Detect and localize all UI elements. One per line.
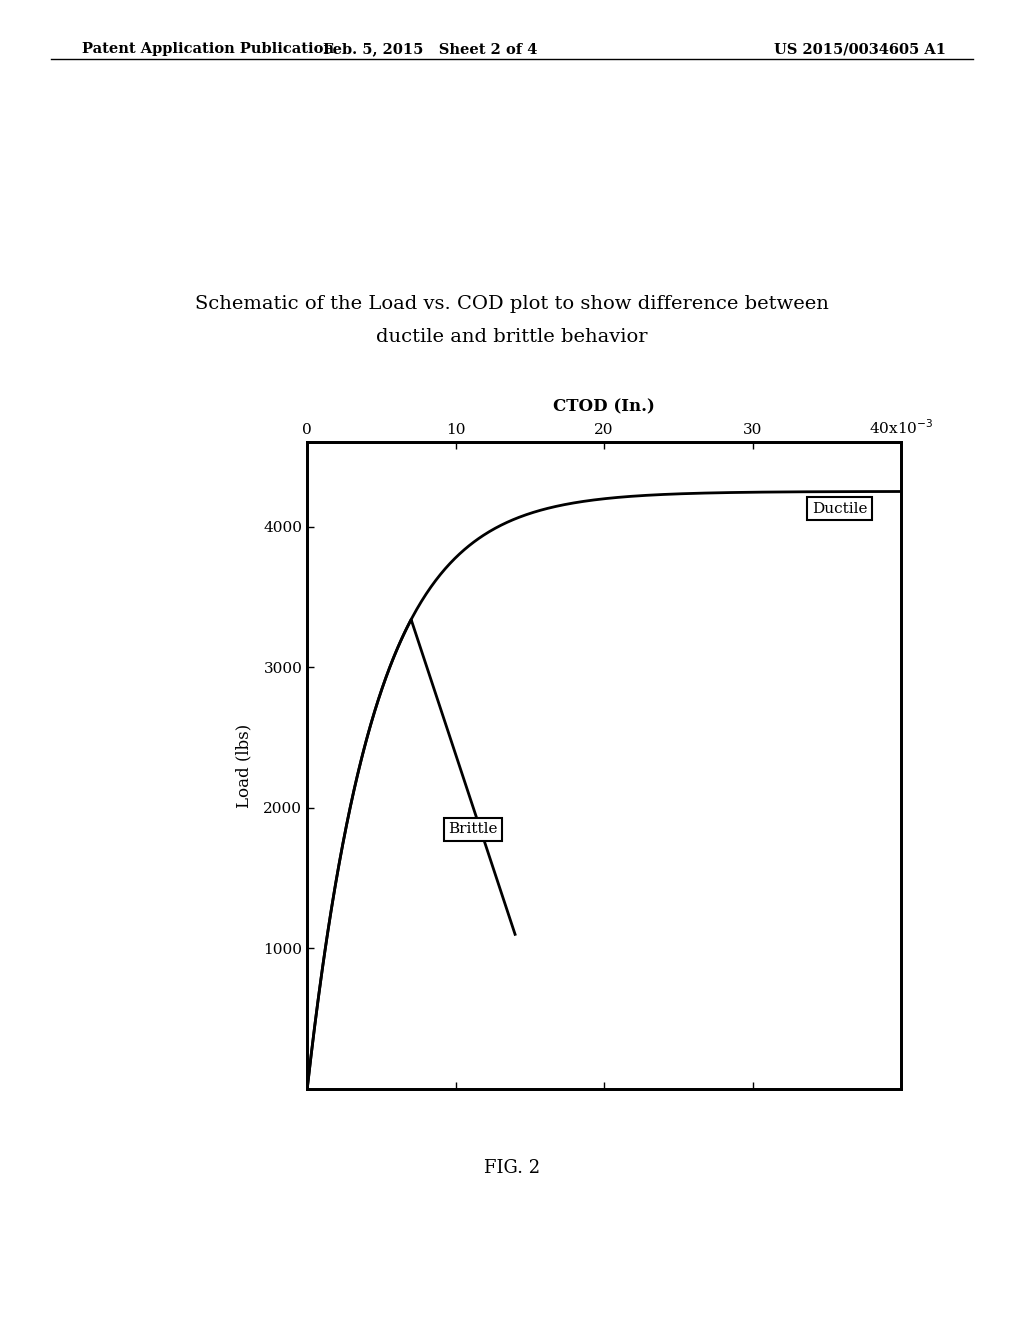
X-axis label: CTOD (In.): CTOD (In.) xyxy=(553,399,655,416)
Text: US 2015/0034605 A1: US 2015/0034605 A1 xyxy=(774,42,946,57)
Text: Ductile: Ductile xyxy=(812,502,867,516)
Text: Feb. 5, 2015   Sheet 2 of 4: Feb. 5, 2015 Sheet 2 of 4 xyxy=(323,42,538,57)
Y-axis label: Load (lbs): Load (lbs) xyxy=(236,723,252,808)
Text: Schematic of the Load vs. COD plot to show difference between: Schematic of the Load vs. COD plot to sh… xyxy=(195,294,829,313)
Text: FIG. 2: FIG. 2 xyxy=(484,1159,540,1177)
Text: Patent Application Publication: Patent Application Publication xyxy=(82,42,334,57)
Text: Brittle: Brittle xyxy=(449,822,498,836)
Text: ductile and brittle behavior: ductile and brittle behavior xyxy=(376,327,648,346)
